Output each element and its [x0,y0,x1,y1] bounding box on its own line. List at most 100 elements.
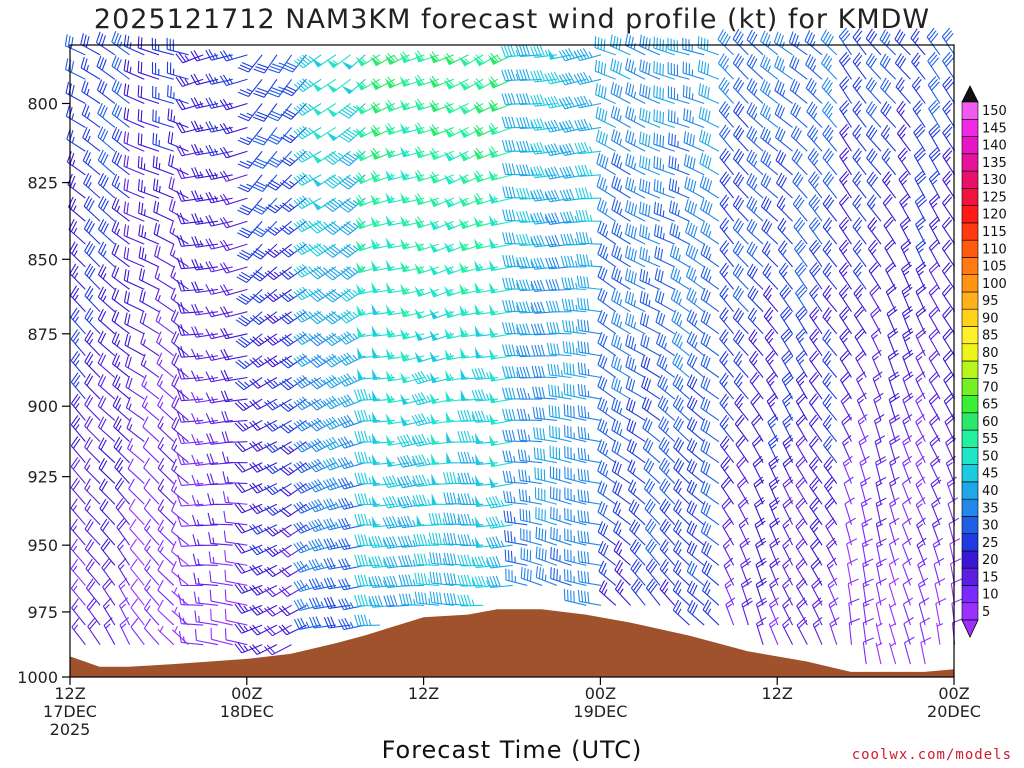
wind-barb [732,195,749,222]
wind-barb [293,148,322,163]
wind-barb [152,178,174,199]
wind-barb [504,549,528,566]
wind-barb [563,404,587,421]
wind-barb [444,349,469,361]
wind-barb [792,194,808,222]
colorbar-under-arrow [961,619,979,638]
wind-barb [808,393,823,421]
wind-barb [809,350,823,378]
wind-barb [574,164,602,177]
wind-barb [70,578,86,606]
wind-barb [144,538,160,566]
wind-barb [126,417,145,443]
wind-barb [610,129,631,152]
wind-barb [639,246,661,268]
wind-barb [323,220,351,236]
wind-barb [176,212,204,225]
wind-barb [102,597,116,626]
wind-barb [143,478,160,505]
wind-barb [550,506,572,526]
wind-barb [191,326,219,338]
wind-barb [293,440,322,453]
wind-barb [686,580,705,606]
wind-barb [883,216,897,245]
wind-barb [111,103,130,128]
wind-barb [115,497,130,526]
wind-barb [780,328,794,357]
wind-barb [220,306,248,318]
wind-barb [221,451,248,464]
wind-barb [779,284,794,312]
colorbar-label: 20 [982,553,999,568]
wind-barb [852,52,867,80]
wind-barb [236,288,263,305]
wind-barb [84,415,101,443]
wind-barb [917,577,929,606]
wind-barb [888,371,900,400]
wind-barb [84,478,101,505]
wind-barb [167,108,189,128]
wind-barb [942,306,956,335]
wind-barb [732,263,749,290]
wind-barb [942,100,956,128]
wind-barb [856,371,867,400]
wind-barb [205,238,233,250]
wind-barb [97,102,116,128]
colorbar-label: 90 [982,311,999,326]
wind-barb [471,555,498,569]
wind-barb [155,331,175,357]
wind-barb [221,411,248,423]
wind-barb [575,187,602,200]
wind-barb [371,474,395,487]
wind-barb [795,517,808,546]
wind-barb [717,53,735,80]
wind-barb [414,240,440,252]
wind-barb [368,595,395,608]
wind-barb [264,243,292,259]
wind-barb [123,154,145,176]
wind-barb [594,36,616,56]
wind-barb [171,416,189,443]
wind-barb [457,451,484,464]
wind-barb [175,121,204,134]
wind-barb [170,309,189,335]
colorbar-swatch [961,429,979,448]
wind-barb [443,242,469,253]
colorbar-swatch [961,153,979,172]
wind-barb [625,397,646,421]
wind-barb [371,368,395,380]
colorbar-swatch [961,412,979,431]
wind-barb [123,83,145,104]
wind-barb [624,33,646,56]
wind-barb [902,349,914,378]
wind-barb [942,170,956,199]
wind-barb [308,332,337,347]
wind-barb [98,478,116,505]
wind-barb [385,147,410,159]
wind-barb [699,198,720,222]
wind-barb [719,329,735,357]
colorbar-swatch [961,360,979,379]
wind-barb [902,371,914,400]
wind-barb [741,597,753,626]
wind-barb [790,125,808,152]
wind-barb [746,149,764,176]
wind-barb [485,536,513,549]
wind-barb [516,116,543,129]
wind-barb [234,441,263,453]
wind-barb [733,372,749,400]
colorbar-label: 70 [982,380,999,395]
wind-barb [782,413,794,442]
wind-barb [577,468,602,485]
wind-barb [852,124,867,152]
wind-barb [535,546,558,566]
wind-barb [795,537,808,566]
wind-barb [687,600,705,626]
wind-barb [655,332,676,357]
wind-barb [205,350,233,361]
wind-barb [794,262,808,290]
wind-barb [888,603,897,626]
wind-barb [795,557,808,586]
wind-barb [489,237,513,249]
wind-barb [789,78,808,104]
